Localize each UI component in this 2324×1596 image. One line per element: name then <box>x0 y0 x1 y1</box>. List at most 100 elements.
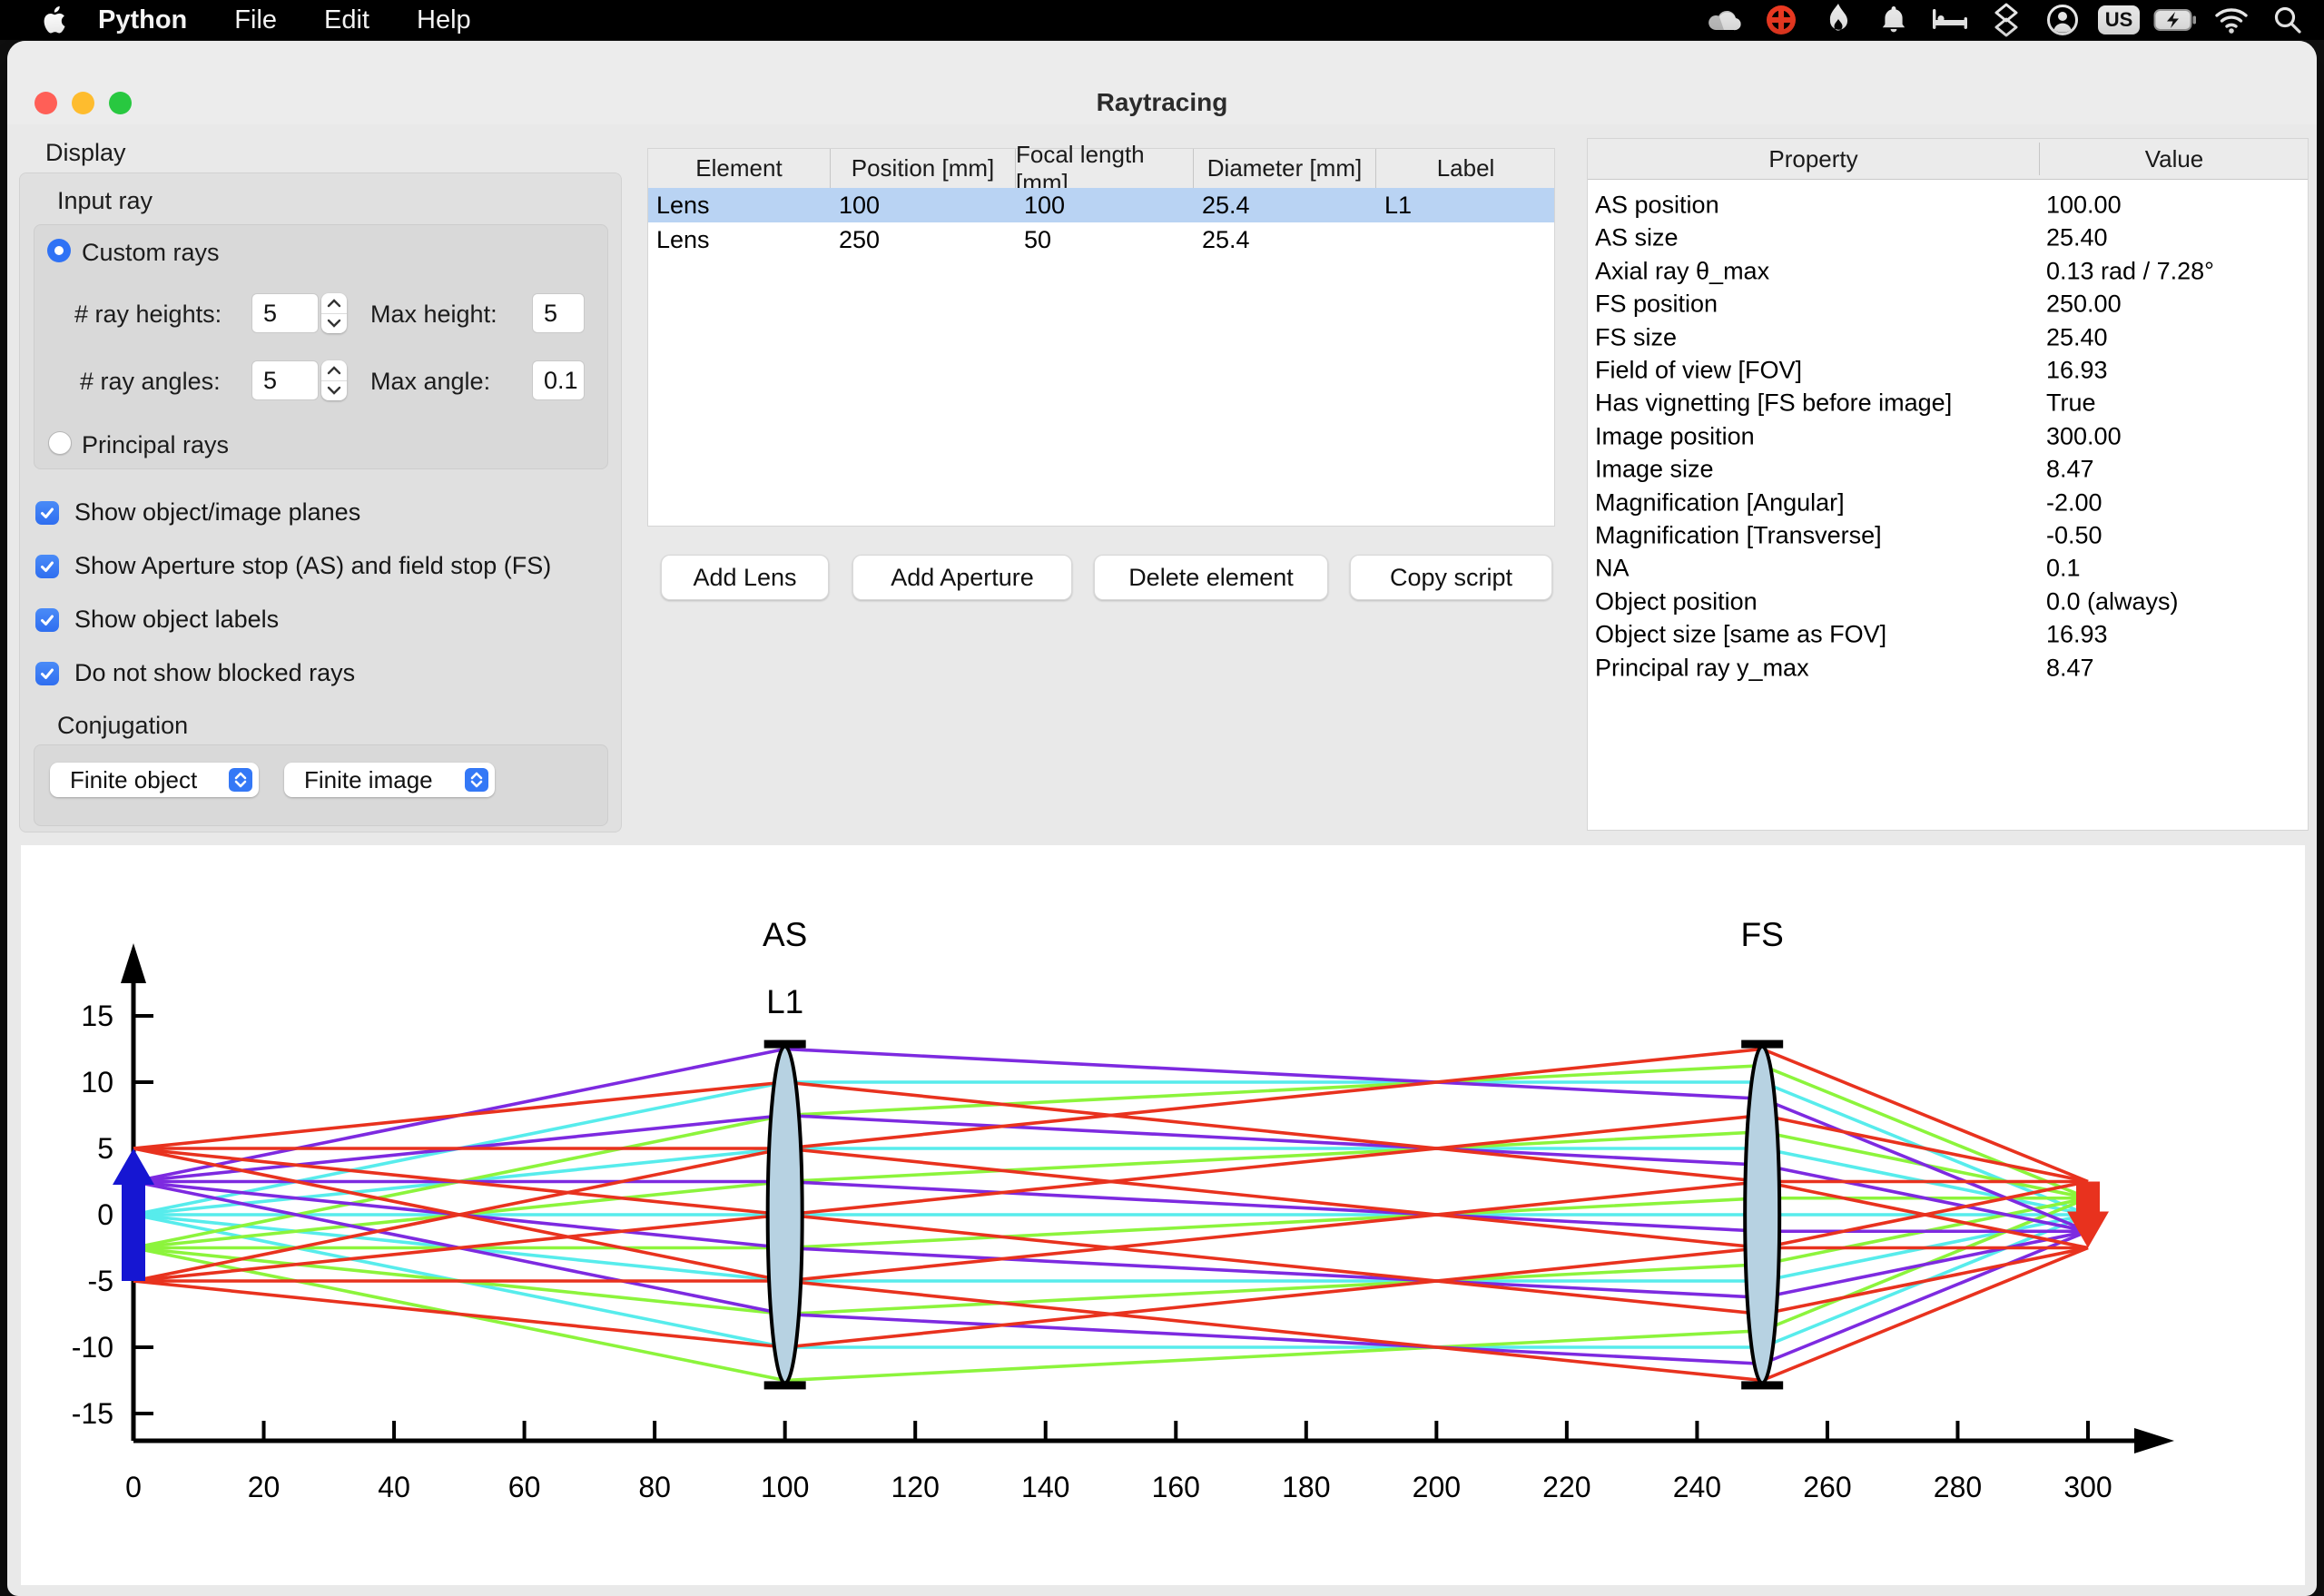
object-conjugation-value: Finite object <box>70 766 197 794</box>
menu-edit[interactable]: Edit <box>300 0 393 40</box>
property-value: -0.50 <box>2046 522 2102 550</box>
property-row[interactable]: Magnification [Angular]-2.00 <box>1588 487 2308 519</box>
menu-python[interactable]: Python <box>74 0 211 40</box>
property-row[interactable]: Field of view [FOV]16.93 <box>1588 354 2308 387</box>
x-tick-label: 120 <box>891 1471 940 1503</box>
y-tick-label: 15 <box>81 1000 113 1032</box>
wifi-icon[interactable] <box>2210 0 2253 40</box>
stepper-down-icon[interactable] <box>321 381 347 401</box>
copy-script-button[interactable]: Copy script <box>1350 555 1552 600</box>
property-name: Magnification [Transverse] <box>1595 522 1882 550</box>
property-row[interactable]: Axial ray θ_max0.13 rad / 7.28° <box>1588 255 2308 288</box>
element-column-header[interactable]: Diameter [mm] <box>1194 149 1376 188</box>
property-row[interactable]: AS size25.40 <box>1588 222 2308 254</box>
property-value: 0.0 (always) <box>2046 587 2179 616</box>
property-row[interactable]: Has vignetting [FS before image]True <box>1588 387 2308 419</box>
add-lens-button[interactable]: Add Lens <box>661 555 829 600</box>
checkbox-label: Show Aperture stop (AS) and field stop (… <box>74 552 551 580</box>
custom-rays-radio[interactable] <box>47 239 71 262</box>
element-cell: Lens <box>648 222 831 257</box>
element-cell: 100 <box>831 188 1016 222</box>
keyboard-us-icon[interactable]: US <box>2097 0 2141 40</box>
property-row[interactable]: Principal ray y_max8.47 <box>1588 652 2308 685</box>
x-tick-label: 160 <box>1152 1471 1200 1503</box>
property-value: 0.1 <box>2046 555 2081 583</box>
element-column-header[interactable]: Element <box>648 149 831 188</box>
property-row[interactable]: AS position100.00 <box>1588 189 2308 222</box>
property-row[interactable]: FS size25.40 <box>1588 321 2308 354</box>
search-icon[interactable] <box>2266 0 2309 40</box>
property-value: 100.00 <box>2046 192 2122 220</box>
principal-rays-radio[interactable] <box>48 431 72 455</box>
property-value: 8.47 <box>2046 654 2094 682</box>
element-cell: 250 <box>831 222 1016 257</box>
stepper-up-icon[interactable] <box>321 360 347 381</box>
apple-menu-icon[interactable] <box>31 0 74 40</box>
element-table-row[interactable]: Lens10010025.4L1 <box>648 188 1554 222</box>
menu-file[interactable]: File <box>211 0 300 40</box>
property-table-header: Property Value <box>1588 139 2308 180</box>
element-column-header[interactable]: Label <box>1376 149 1555 188</box>
menu-help[interactable]: Help <box>393 0 495 40</box>
checkbox-row[interactable]: Show object/image planes <box>35 498 360 527</box>
x-tick-label: 260 <box>1803 1471 1851 1503</box>
property-name: Field of view [FOV] <box>1595 357 1802 385</box>
checkbox-row[interactable]: Show object labels <box>35 606 279 634</box>
custom-rays-label: Custom rays <box>82 239 220 267</box>
y-tick-label: -5 <box>88 1265 113 1297</box>
flame-icon[interactable] <box>1816 0 1859 40</box>
property-row[interactable]: NA0.1 <box>1588 552 2308 585</box>
cloud-icon[interactable] <box>1703 0 1747 40</box>
stepper-up-icon[interactable] <box>321 293 347 314</box>
checkbox-row[interactable]: Show Aperture stop (AS) and field stop (… <box>35 552 551 580</box>
property-row[interactable]: Object position0.0 (always) <box>1588 586 2308 618</box>
property-row[interactable]: Image position300.00 <box>1588 420 2308 453</box>
ray-heights-stepper[interactable] <box>321 293 347 333</box>
property-row[interactable]: Magnification [Transverse] -0.50 <box>1588 519 2308 552</box>
element-table[interactable]: ElementPosition [mm]Focal length [mm]Dia… <box>647 148 1555 527</box>
bell-icon[interactable] <box>1872 0 1915 40</box>
property-row[interactable]: FS position250.00 <box>1588 288 2308 320</box>
max-angle-field[interactable]: 0.1 <box>532 360 585 400</box>
checkbox-checked-icon[interactable] <box>35 608 59 632</box>
property-name: AS size <box>1595 224 1679 252</box>
principal-rays-label: Principal rays <box>82 431 229 459</box>
raytracing-plot[interactable]: 0204060801001201401601802002202402602803… <box>21 845 2305 1585</box>
checkbox-checked-icon[interactable] <box>35 662 59 685</box>
max-height-field[interactable]: 5 <box>532 293 585 333</box>
x-tick-label: 60 <box>508 1471 541 1503</box>
ray-angles-field[interactable]: 5 <box>251 360 319 400</box>
element-column-header[interactable]: Position [mm] <box>831 149 1016 188</box>
checkbox-row[interactable]: Do not show blocked rays <box>35 659 355 687</box>
battery-charging-icon[interactable] <box>2153 0 2197 40</box>
element-column-header[interactable]: Focal length [mm] <box>1016 149 1194 188</box>
x-tick-label: 200 <box>1413 1471 1461 1503</box>
account-icon[interactable] <box>2041 0 2084 40</box>
stop-label: FS <box>1741 916 1784 953</box>
object-conjugation-select[interactable]: Finite object <box>50 763 259 797</box>
ray-heights-field[interactable]: 5 <box>251 293 319 333</box>
ray-angles-stepper[interactable] <box>321 360 347 400</box>
delete-element-button[interactable]: Delete element <box>1094 555 1328 600</box>
checkbox-checked-icon[interactable] <box>35 555 59 578</box>
image-conjugation-select[interactable]: Finite image <box>284 763 495 797</box>
x-tick-label: 280 <box>1934 1471 1982 1503</box>
stepper-down-icon[interactable] <box>321 314 347 334</box>
layers-icon[interactable] <box>1984 0 2028 40</box>
plus-circle-icon[interactable] <box>1759 0 1803 40</box>
bed-icon[interactable] <box>1928 0 1972 40</box>
property-value: 300.00 <box>2046 422 2122 450</box>
stop-label: AS <box>763 916 807 953</box>
x-tick-label: 180 <box>1282 1471 1330 1503</box>
add-aperture-button[interactable]: Add Aperture <box>852 555 1072 600</box>
property-name: Magnification [Angular] <box>1595 488 1845 517</box>
input-ray-label: Input ray <box>57 187 153 215</box>
max-height-label: Max height: <box>370 300 497 329</box>
checkbox-checked-icon[interactable] <box>35 501 59 525</box>
x-tick-label: 220 <box>1542 1471 1590 1503</box>
x-tick-label: 20 <box>248 1471 281 1503</box>
property-row[interactable]: Image size8.47 <box>1588 453 2308 486</box>
property-row[interactable]: Object size [same as FOV]16.93 <box>1588 618 2308 651</box>
menu-bar: Python File Edit Help US <box>0 0 2324 40</box>
element-table-row[interactable]: Lens2505025.4 <box>648 222 1554 257</box>
